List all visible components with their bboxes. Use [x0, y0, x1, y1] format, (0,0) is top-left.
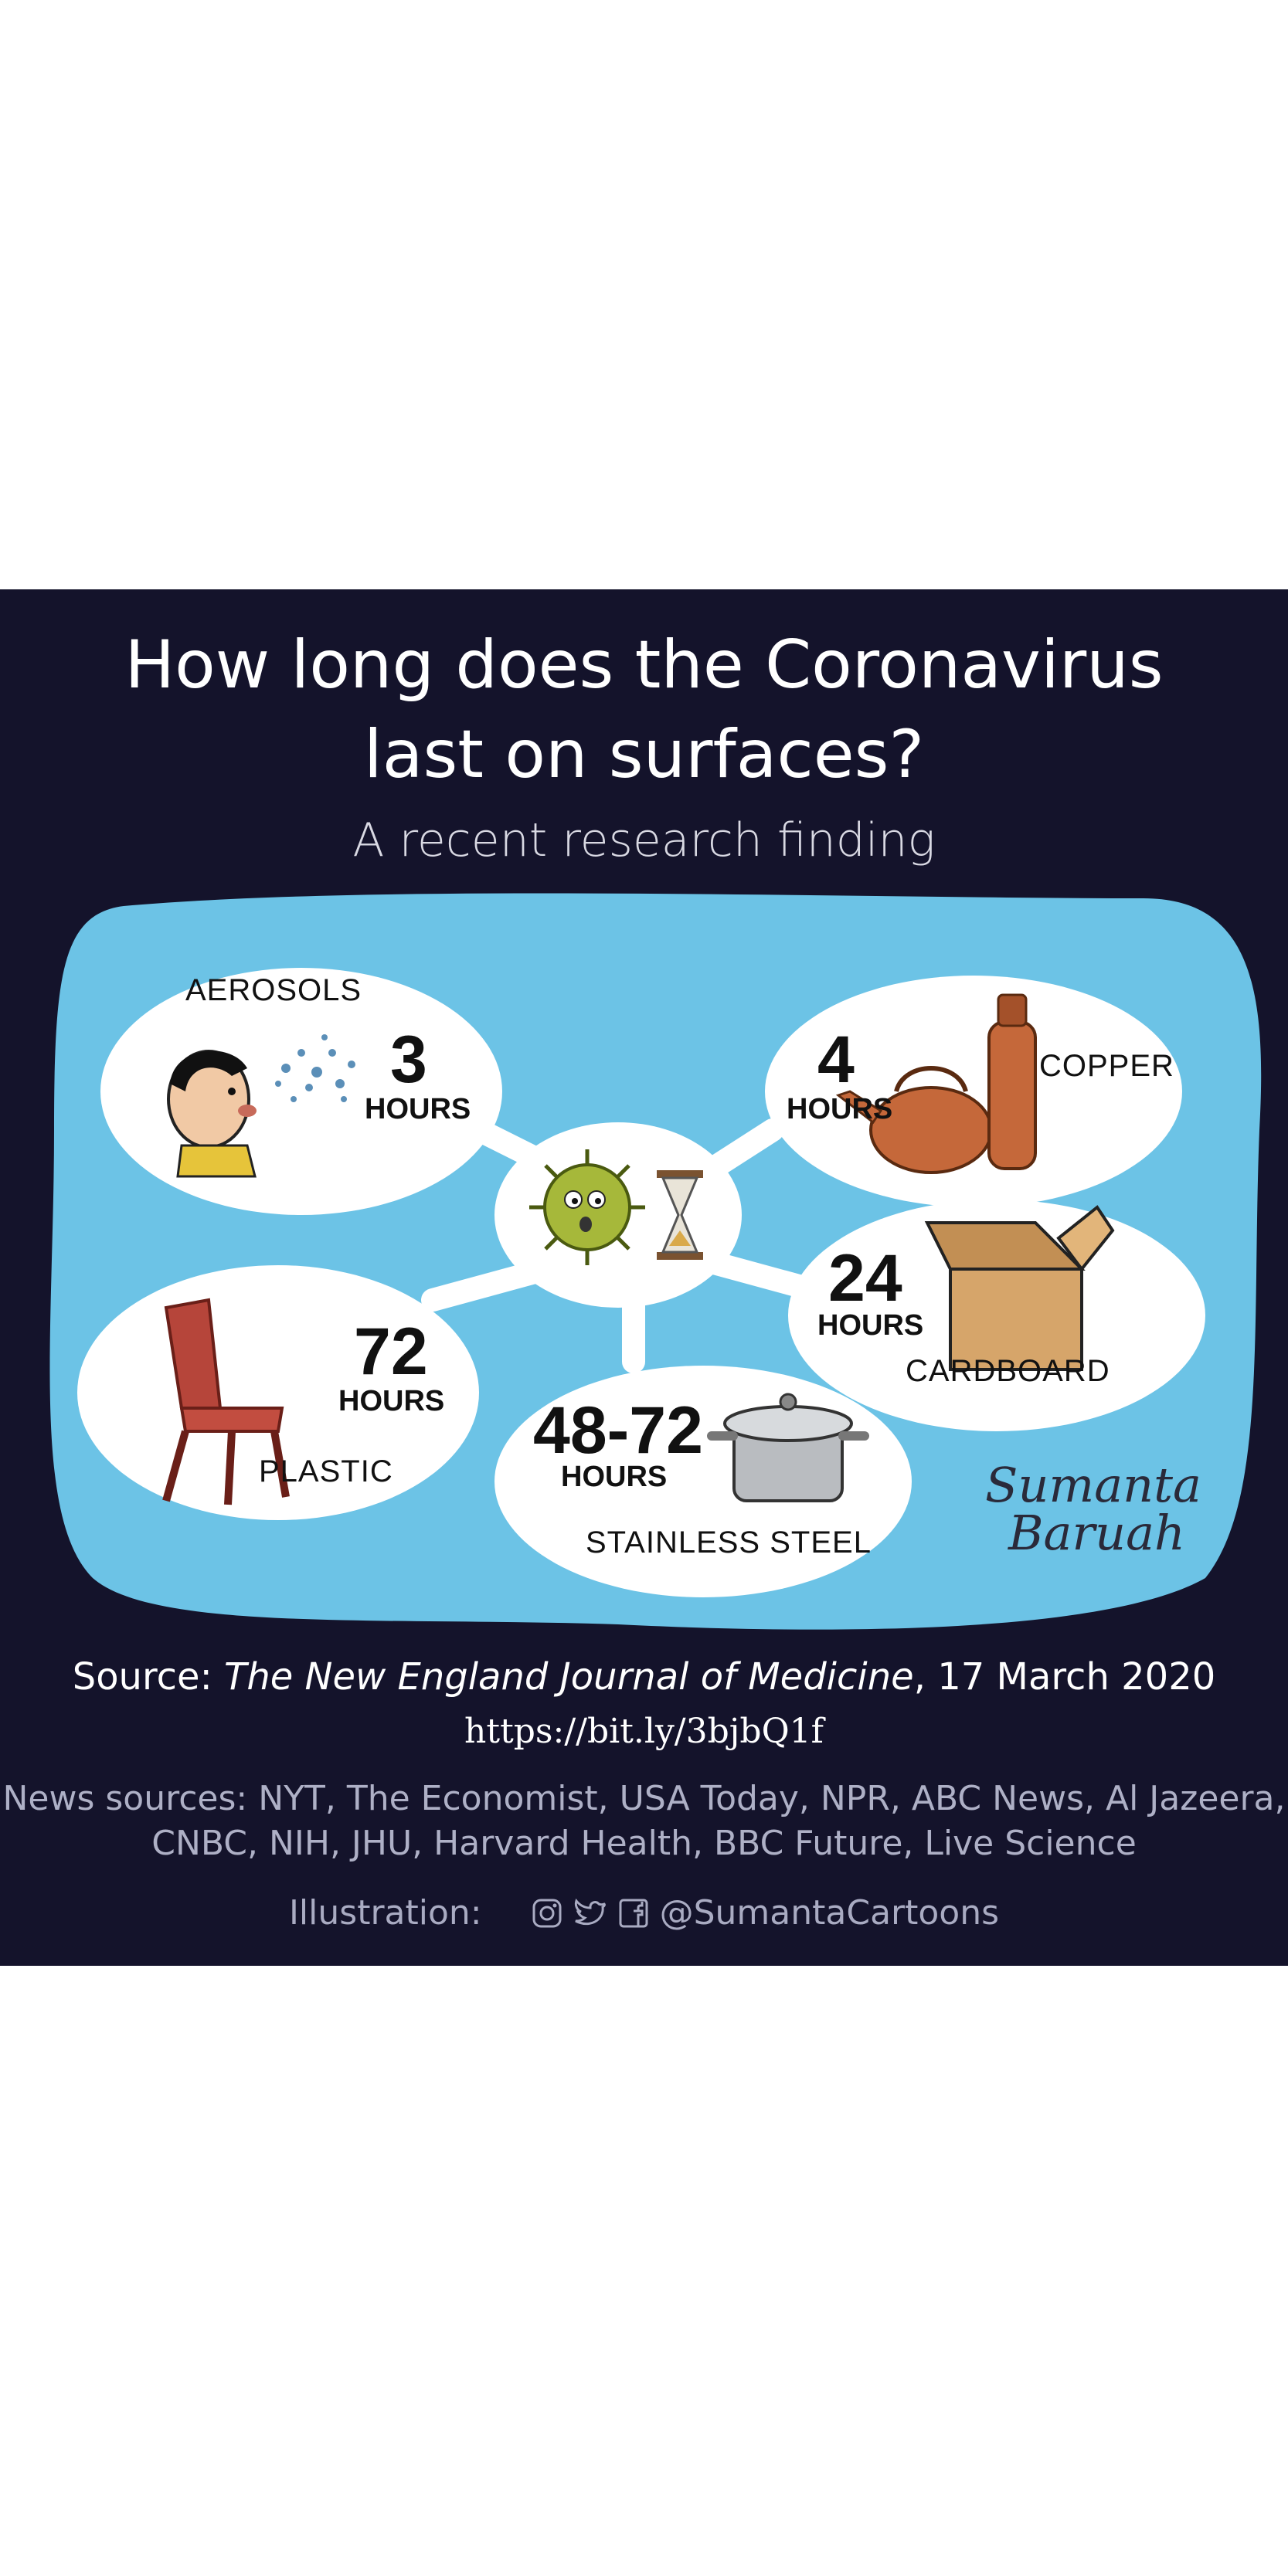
source-line: Source: The New England Journal of Medic…: [0, 1655, 1288, 1699]
illustration-label: Illustration:: [288, 1893, 482, 1933]
virus-icon: [529, 1149, 645, 1265]
news-sources-line-1: News sources: NYT, The Economist, USA To…: [2, 1779, 1286, 1818]
source-journal: The New England Journal of Medicine: [224, 1655, 914, 1699]
pot-icon: [707, 1393, 869, 1502]
artist-signature-line-1: Sumanta: [985, 1457, 1201, 1513]
duration-stainless-steel: 48-72: [533, 1393, 703, 1468]
instagram-icon[interactable]: [532, 1898, 562, 1929]
label-cardboard: CARDBOARD: [906, 1354, 1110, 1388]
label-copper: COPPER: [1039, 1049, 1174, 1083]
title-line-2: last on surfaces?: [363, 716, 925, 793]
infographic-panel: How long does the Coronavirus last on su…: [0, 589, 1288, 1966]
duration-aerosols: 3: [390, 1023, 427, 1097]
source-prefix: Source:: [72, 1655, 225, 1699]
duration-cardboard: 24: [828, 1241, 902, 1315]
aerosol-droplets-icon: [275, 1034, 355, 1102]
label-stainless-steel: STAINLESS STEEL: [586, 1526, 872, 1560]
source-date: , 17 March 2020: [913, 1655, 1216, 1699]
diagram-illustration: [49, 893, 1262, 1630]
box-icon: [924, 1205, 1115, 1371]
title-line-1: How long does the Coronavirus: [124, 626, 1164, 704]
unit-copper: HOURS: [787, 1093, 893, 1125]
bottle-icon: [987, 993, 1037, 1170]
label-plastic: PLASTIC: [259, 1454, 393, 1488]
news-sources-line-2: CNBC, NIH, JHU, Harvard Health, BBC Futu…: [151, 1824, 1137, 1863]
social-handle[interactable]: @SumantaCartoons: [659, 1893, 1000, 1933]
hourglass-icon: [657, 1170, 703, 1260]
artist-signature-line-2: Baruah: [1008, 1505, 1185, 1561]
source-url[interactable]: https://bit.ly/3bjbQ1f: [464, 1712, 824, 1751]
label-aerosols: AEROSOLS: [185, 973, 362, 1007]
person-sneezing-icon: [167, 1050, 257, 1178]
subtitle: A recent research finding: [352, 813, 936, 867]
twitter-icon[interactable]: [573, 1898, 607, 1929]
unit-plastic: HOURS: [338, 1385, 445, 1417]
unit-cardboard: HOURS: [817, 1309, 924, 1342]
illustration-credit: Illustration: @SumantaCartoons: [0, 1893, 1288, 1933]
unit-aerosols: HOURS: [365, 1093, 471, 1125]
duration-copper: 4: [817, 1023, 855, 1097]
unit-stainless-steel: HOURS: [561, 1461, 668, 1493]
facebook-icon[interactable]: [618, 1898, 649, 1929]
chair-icon: [162, 1298, 290, 1505]
bubble-copper: [765, 976, 1182, 1207]
duration-plastic: 72: [354, 1315, 428, 1389]
